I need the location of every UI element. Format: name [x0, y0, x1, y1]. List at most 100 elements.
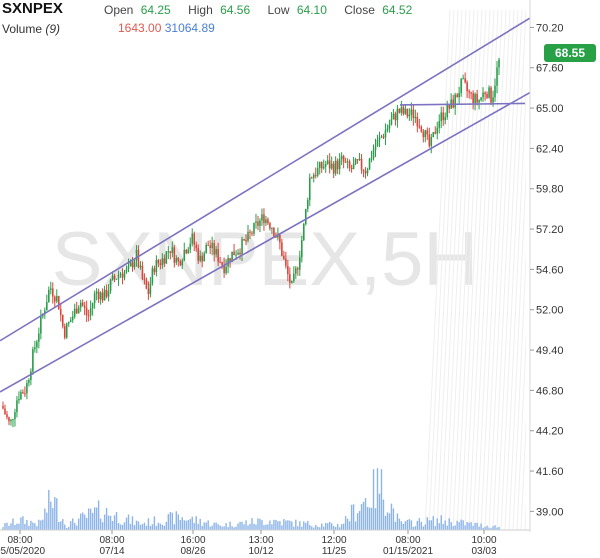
volume-bar	[277, 521, 279, 530]
candle	[416, 112, 419, 133]
trendline[interactable]	[0, 17, 531, 342]
volume-bar	[434, 526, 436, 530]
candle	[203, 251, 205, 262]
volume-bar	[227, 527, 229, 530]
candle	[392, 108, 395, 120]
last-price-badge: 68.55	[544, 44, 596, 63]
candle	[197, 244, 200, 264]
volume-bar	[269, 520, 271, 530]
candle	[312, 172, 315, 183]
volume-bar	[119, 524, 122, 530]
close-value: 64.52	[382, 3, 413, 17]
volume-bar	[496, 527, 498, 530]
candle	[113, 273, 116, 283]
volume-bar	[265, 524, 267, 530]
candle	[191, 228, 194, 247]
candle	[14, 408, 16, 427]
volume-bar	[58, 521, 60, 530]
candle	[18, 391, 20, 404]
y-tick-label: 70.20	[536, 22, 564, 34]
y-tick-label: 52.00	[536, 305, 564, 317]
volume-bar	[113, 515, 116, 530]
volume-bar	[18, 523, 20, 530]
volume-bar	[44, 508, 46, 530]
volume-bar	[12, 518, 14, 530]
volume-bar	[482, 527, 484, 530]
trendline[interactable]	[0, 91, 531, 393]
candle	[414, 109, 417, 124]
candle	[199, 250, 202, 263]
volume-bar	[364, 498, 367, 530]
volume-bar	[305, 522, 307, 530]
volume-bar	[99, 518, 102, 530]
volume-bar	[342, 523, 345, 530]
volume-bar	[468, 522, 470, 530]
candle	[428, 127, 431, 148]
volume-bar	[253, 523, 255, 530]
volume-bar	[219, 525, 221, 530]
volume-bar	[330, 523, 333, 530]
candle	[61, 314, 64, 329]
volume-bar	[60, 521, 62, 530]
volume-bar	[336, 523, 339, 530]
volume-bar	[334, 527, 337, 530]
volume-bar	[93, 507, 96, 530]
chart-watermark: SXNPEX,5H	[52, 217, 479, 302]
candle	[189, 237, 192, 254]
candle	[476, 89, 478, 106]
candle	[217, 242, 219, 267]
candle	[201, 252, 203, 268]
volume-bar	[474, 522, 476, 530]
candle	[30, 368, 32, 386]
volume-bar	[410, 520, 413, 530]
candle	[55, 289, 58, 304]
volume-bar	[56, 498, 58, 530]
candle	[285, 251, 287, 269]
candle	[28, 378, 30, 387]
candle	[430, 133, 433, 154]
candle	[338, 153, 341, 175]
volume-bar	[137, 521, 140, 530]
candle	[153, 265, 156, 275]
candle	[304, 208, 307, 226]
volume-bar	[448, 518, 450, 530]
candle	[67, 321, 70, 327]
candle	[97, 288, 100, 304]
volume-bar	[251, 518, 253, 530]
volume-bar	[376, 468, 379, 530]
volume-bar	[271, 524, 273, 530]
candle	[450, 93, 452, 110]
volume-bar	[398, 518, 401, 530]
candle	[219, 256, 221, 264]
volume-bar	[492, 526, 494, 530]
candle	[139, 261, 142, 270]
volume-bar	[348, 521, 351, 530]
candle	[173, 244, 176, 268]
ohlc-readout: Open 64.25 High 64.56 Low 64.10 Close 64…	[104, 3, 412, 17]
candle	[12, 418, 14, 428]
volume-bar	[187, 520, 189, 530]
volume-bar	[72, 518, 74, 530]
volume-bar	[291, 521, 293, 530]
candle	[213, 239, 215, 262]
candle	[400, 100, 403, 116]
volume-bar	[309, 525, 311, 530]
volume-bar	[247, 525, 249, 530]
volume-bar	[70, 521, 72, 530]
trendline[interactable]	[399, 102, 526, 106]
volume-bar	[76, 525, 78, 530]
volume-value-2: 31064.89	[164, 21, 215, 35]
candle	[486, 91, 488, 99]
candle	[370, 150, 373, 163]
volume-bar	[350, 504, 353, 530]
volume-bar	[171, 512, 174, 530]
x-tick-date: 03/03	[471, 546, 496, 557]
volume-readout: 1643.00 31064.89	[118, 21, 215, 35]
candle	[283, 250, 285, 261]
volume-bar	[26, 519, 28, 530]
candle	[145, 277, 148, 290]
candle	[474, 92, 476, 111]
candle	[59, 302, 62, 322]
volume-bar	[52, 508, 54, 530]
